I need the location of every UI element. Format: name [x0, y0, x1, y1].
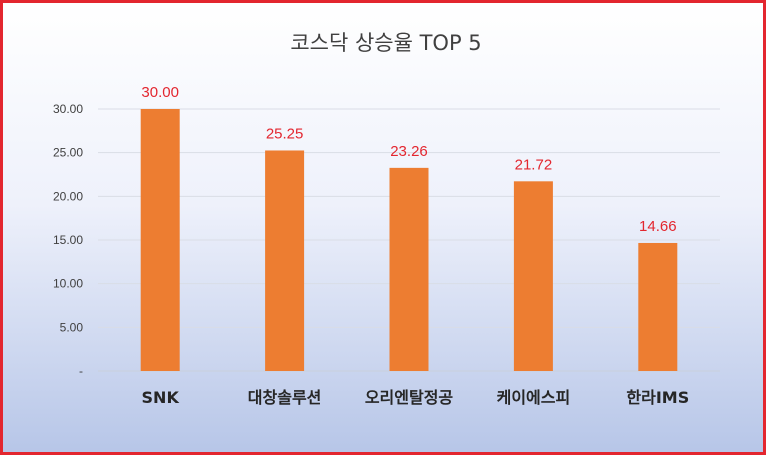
- bar: [638, 242, 678, 371]
- y-tick-label: 25.00: [53, 146, 83, 160]
- y-tick-label: 5.00: [60, 320, 84, 334]
- data-label: 14.66: [639, 218, 677, 235]
- data-label: 23.26: [390, 143, 428, 160]
- x-category-label: 한라IMS: [626, 388, 689, 407]
- y-tick-label: 20.00: [53, 189, 83, 203]
- bar: [265, 150, 305, 371]
- bar: [389, 167, 429, 371]
- y-tick-label: -: [79, 364, 83, 378]
- x-category-label: SNK: [142, 388, 180, 407]
- x-category-label: 대창솔루션: [248, 388, 322, 407]
- x-category-label: 케이에스피: [497, 388, 571, 407]
- bar: [140, 109, 180, 371]
- data-label: 30.00: [141, 84, 179, 101]
- bar: [513, 181, 553, 371]
- data-label: 25.25: [266, 125, 304, 142]
- data-label: 21.72: [515, 156, 553, 173]
- y-tick-label: 30.00: [53, 102, 83, 116]
- x-category-label: 오리엔탈정공: [365, 388, 454, 407]
- y-tick-label: 10.00: [53, 277, 83, 291]
- bar-chart: - 5.00 10.00 15.00 20.00 25.00 30.00 30.00 SNK 25…: [53, 84, 720, 407]
- y-tick-label: 15.00: [53, 233, 83, 247]
- chart-title: 코스닥 상승율 TOP 5: [290, 31, 482, 55]
